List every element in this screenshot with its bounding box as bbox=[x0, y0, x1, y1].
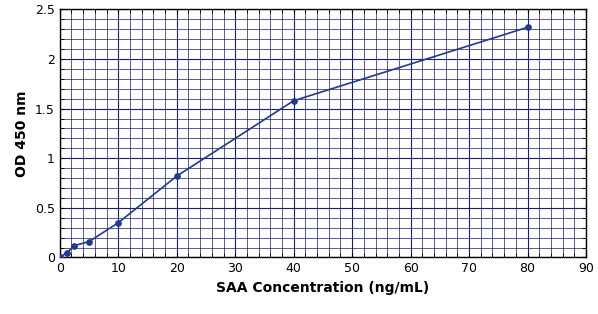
Y-axis label: OD 450 nm: OD 450 nm bbox=[16, 90, 29, 177]
X-axis label: SAA Concentration (ng/mL): SAA Concentration (ng/mL) bbox=[216, 281, 429, 295]
